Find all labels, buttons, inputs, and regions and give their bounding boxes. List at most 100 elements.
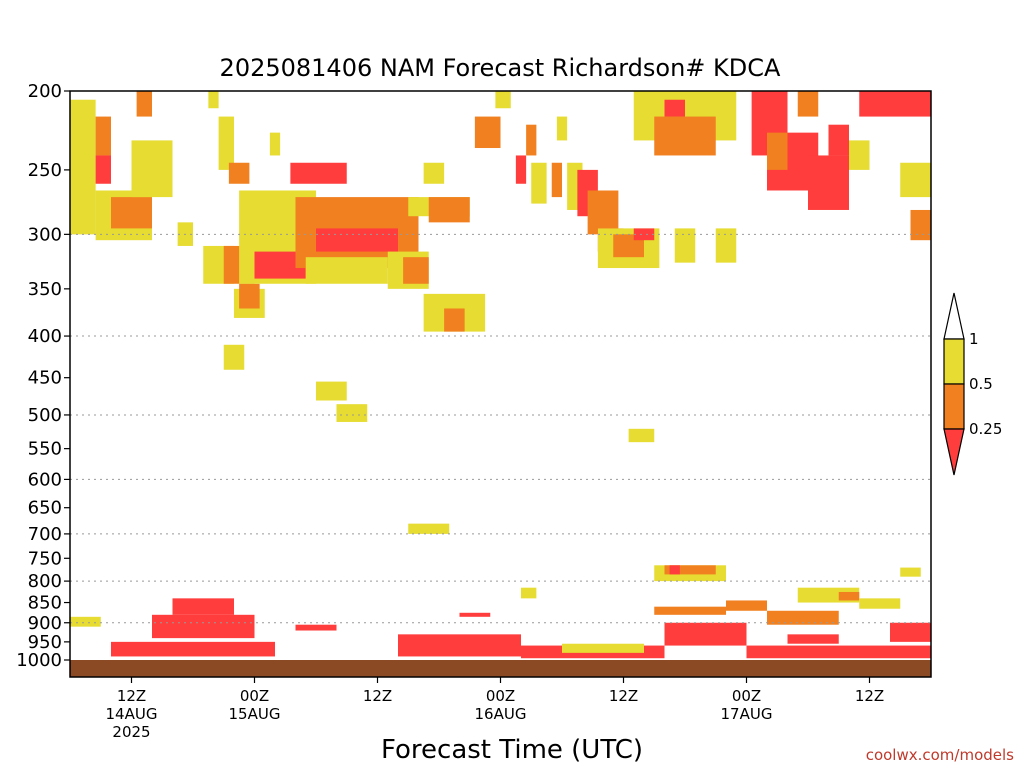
x-tick-label: 2025	[112, 723, 150, 741]
heatmap-cell	[628, 428, 655, 443]
heatmap-cell	[398, 634, 521, 657]
heatmap-cell	[95, 155, 111, 184]
heatmap-cell	[152, 614, 255, 639]
y-tick-label: 250	[28, 160, 62, 181]
heatmap-cell	[336, 404, 368, 422]
colorbar-label: 1	[969, 330, 979, 348]
heatmap-cell	[444, 308, 465, 332]
gridlines	[70, 233, 931, 624]
heatmap-cell	[218, 116, 234, 170]
heatmap-cell	[531, 162, 547, 204]
y-tick-label: 800	[28, 571, 62, 592]
heatmap-cell	[172, 598, 234, 615]
y-tick-label: 500	[28, 405, 62, 426]
heatmap-cell	[70, 99, 96, 235]
heatmap-cell	[808, 155, 849, 210]
heatmap-cell	[228, 162, 250, 184]
heatmap-cell	[526, 124, 537, 156]
colorbar-label: 0.25	[969, 420, 1002, 438]
heatmap-cell	[515, 155, 527, 184]
x-tick-label: 00Z	[486, 687, 515, 705]
heatmap-cell	[715, 228, 737, 263]
y-tick-label: 950	[28, 632, 62, 653]
heatmap-cell	[111, 197, 152, 229]
colorbar-label: 0.5	[969, 375, 993, 393]
heatmap-cell	[797, 91, 819, 117]
x-tick-label: 14AUG	[106, 705, 158, 723]
heatmap-cell	[746, 645, 931, 659]
heatmap-cell	[654, 606, 726, 615]
heatmap-cell	[521, 587, 537, 599]
y-tick-label: 400	[28, 326, 62, 347]
heatmap-cell	[474, 116, 501, 149]
heatmap-cell	[495, 91, 511, 109]
heatmap-cell	[111, 641, 275, 657]
heatmap-cell	[767, 610, 839, 625]
heatmap-cell	[562, 643, 644, 653]
heatmap-cell	[95, 116, 111, 156]
heatmap-cell	[459, 612, 491, 617]
heatmap-cell	[408, 523, 450, 534]
heatmap-cell	[767, 132, 788, 170]
heatmap-cell	[239, 283, 260, 309]
heatmap-cell	[295, 624, 337, 631]
y-tick-label: 850	[28, 593, 62, 614]
y-tick-label: 750	[28, 548, 62, 569]
x-tick-label: 17AUG	[721, 705, 773, 723]
heatmap-cell	[910, 209, 931, 241]
heatmap-cell	[269, 132, 281, 156]
heatmap-cell	[556, 116, 568, 141]
surface-band	[70, 660, 931, 677]
x-tick-label: 12Z	[855, 687, 884, 705]
colorbar-bottom-triangle	[943, 428, 965, 476]
heatmap-cell	[423, 162, 445, 184]
heatmap-cell	[787, 634, 839, 644]
heatmap-cell	[664, 99, 685, 117]
heatmap-cell	[290, 162, 347, 184]
heatmap-cell	[859, 91, 931, 117]
heatmap-cell	[587, 190, 619, 235]
heatmap-cell	[70, 616, 101, 627]
y-tick-label: 1000	[16, 650, 62, 671]
heatmap-cell	[859, 598, 901, 609]
heatmap-cell	[664, 565, 716, 575]
heatmap-cell	[316, 228, 398, 252]
y-tick-label: 350	[28, 279, 62, 300]
y-tick-label: 650	[28, 498, 62, 519]
heatmap-cell	[838, 591, 860, 601]
x-tick-label: 00Z	[732, 687, 761, 705]
heatmap-cell	[849, 140, 870, 170]
y-tick-label: 300	[28, 224, 62, 245]
heatmap-cell	[403, 257, 429, 284]
heatmap-cell	[136, 91, 152, 117]
x-axis-title: Forecast Time (UTC)	[381, 735, 643, 765]
heatmap-cell	[633, 228, 655, 241]
heatmap-cell	[223, 344, 245, 370]
heatmap-cell	[664, 622, 747, 646]
colorbar-top-triangle	[943, 292, 965, 340]
credit-text: coolwx.com/models	[866, 746, 1014, 764]
heatmap-cells	[70, 91, 931, 659]
colorbar-legend: 1 0.5 0.25	[943, 292, 1002, 476]
heatmap-cell	[305, 257, 388, 284]
y-tick-label: 700	[28, 524, 62, 545]
x-tick-label: 12Z	[609, 687, 638, 705]
x-tick-label: 12Z	[117, 687, 146, 705]
y-tick-label: 450	[28, 368, 62, 389]
colorbar-segment	[943, 383, 965, 430]
colorbar-segment	[943, 338, 965, 385]
heatmap-cell	[131, 140, 173, 198]
heatmap-cell	[551, 162, 562, 198]
heatmap-cell	[654, 116, 716, 156]
y-tick-label: 600	[28, 469, 62, 490]
surface-layer	[70, 660, 931, 677]
heatmap-cell	[900, 162, 931, 198]
heatmap-cell	[726, 600, 767, 611]
heatmap-cell	[208, 91, 219, 109]
x-tick-label: 00Z	[240, 687, 269, 705]
heatmap-cell	[428, 197, 470, 223]
chart-title: 2025081406 NAM Forecast Richardson# KDCA	[220, 54, 781, 82]
heatmap-cell	[900, 567, 921, 577]
